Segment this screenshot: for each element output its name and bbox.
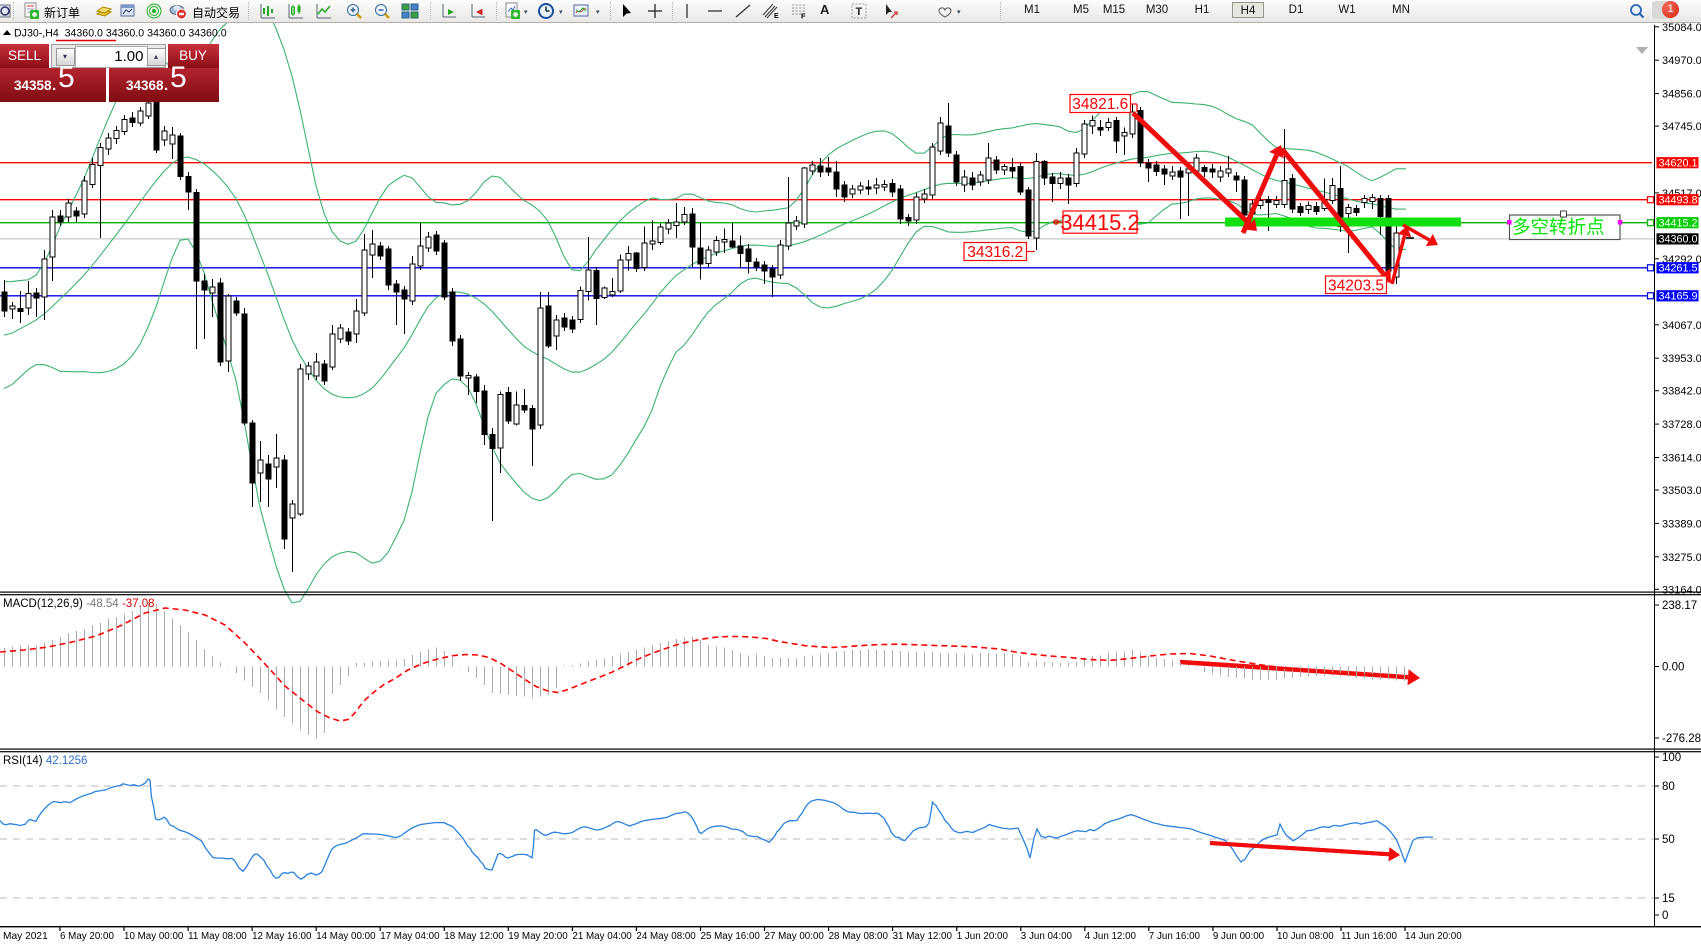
svg-text:E: E xyxy=(774,13,779,20)
svg-text:34316.2: 34316.2 xyxy=(967,244,1023,261)
svg-text:21 May 04:00: 21 May 04:00 xyxy=(572,931,632,942)
svg-text:0.00: 0.00 xyxy=(1662,662,1684,674)
svg-text:33275.0: 33275.0 xyxy=(1662,552,1701,564)
svg-text:19 May 20:00: 19 May 20:00 xyxy=(508,931,568,942)
svg-text:10 Jun 08:00: 10 Jun 08:00 xyxy=(1277,931,1334,942)
svg-text:25 May 16:00: 25 May 16:00 xyxy=(701,931,761,942)
svg-text:F: F xyxy=(801,12,806,21)
svg-text:15: 15 xyxy=(1662,893,1675,905)
svg-text:17 May 04:00: 17 May 04:00 xyxy=(380,931,440,942)
svg-text:34067.0: 34067.0 xyxy=(1662,320,1701,332)
svg-text:10 May 00:00: 10 May 00:00 xyxy=(124,931,184,942)
svg-text:24 May 08:00: 24 May 08:00 xyxy=(636,931,696,942)
svg-text:80: 80 xyxy=(1662,781,1675,793)
svg-text:May 2021: May 2021 xyxy=(3,931,48,942)
svg-text:多空转折点: 多空转折点 xyxy=(1512,217,1605,238)
svg-text:11 Jun 16:00: 11 Jun 16:00 xyxy=(1341,931,1397,942)
svg-text:-276.28: -276.28 xyxy=(1662,733,1701,745)
svg-text:238.17: 238.17 xyxy=(1662,600,1697,612)
svg-text:7 Jun 16:00: 7 Jun 16:00 xyxy=(1149,931,1201,942)
svg-text:34745.0: 34745.0 xyxy=(1662,121,1701,133)
svg-text:31 May 12:00: 31 May 12:00 xyxy=(893,931,953,942)
svg-text:14 May 00:00: 14 May 00:00 xyxy=(316,931,376,942)
svg-text:34203.5: 34203.5 xyxy=(1328,277,1384,294)
svg-text:34856.0: 34856.0 xyxy=(1662,89,1701,101)
svg-text:34261.5: 34261.5 xyxy=(1659,263,1698,275)
svg-text:35084.0: 35084.0 xyxy=(1662,22,1701,34)
svg-text:33953.0: 33953.0 xyxy=(1662,353,1701,365)
svg-text:34493.8: 34493.8 xyxy=(1659,195,1698,207)
svg-text:18 May 12:00: 18 May 12:00 xyxy=(444,931,504,942)
svg-text:1 Jun 20:00: 1 Jun 20:00 xyxy=(957,931,1009,942)
svg-text:33728.0: 33728.0 xyxy=(1662,419,1701,431)
svg-text:MACD(12,26,9) -48.54 -37.08: MACD(12,26,9) -48.54 -37.08 xyxy=(3,598,155,610)
svg-text:RSI(14) 42.1256: RSI(14) 42.1256 xyxy=(3,755,87,767)
svg-text:100: 100 xyxy=(1662,752,1681,764)
svg-text:34415.2: 34415.2 xyxy=(1659,218,1698,230)
svg-text:0: 0 xyxy=(1662,910,1668,922)
svg-text:33614.0: 33614.0 xyxy=(1662,453,1701,465)
svg-text:27 May 00:00: 27 May 00:00 xyxy=(765,931,825,942)
svg-text:3 Jun 04:00: 3 Jun 04:00 xyxy=(1021,931,1073,942)
svg-text:33164.0: 33164.0 xyxy=(1662,584,1701,596)
svg-text:34360.0: 34360.0 xyxy=(1659,234,1698,246)
svg-text:50: 50 xyxy=(1662,834,1675,846)
svg-text:34415.2: 34415.2 xyxy=(1060,210,1140,235)
svg-text:34970.0: 34970.0 xyxy=(1662,55,1701,67)
svg-text:33389.0: 33389.0 xyxy=(1662,518,1701,530)
svg-text:33842.0: 33842.0 xyxy=(1662,386,1701,398)
svg-text:11 May 08:00: 11 May 08:00 xyxy=(188,931,247,942)
svg-text:12 May 16:00: 12 May 16:00 xyxy=(252,931,312,942)
svg-text:DJ30-,H4 34360.0 34360.0 3436: DJ30-,H4 34360.0 34360.0 34360.0 34360.0 xyxy=(14,28,227,40)
svg-text:4 Jun 12:00: 4 Jun 12:00 xyxy=(1085,931,1137,942)
svg-text:9 Jun 00:00: 9 Jun 00:00 xyxy=(1213,931,1265,942)
svg-text:33503.0: 33503.0 xyxy=(1662,485,1701,497)
svg-text:34821.6: 34821.6 xyxy=(1072,96,1128,113)
svg-text:6 May 20:00: 6 May 20:00 xyxy=(60,931,114,942)
svg-text:T: T xyxy=(856,6,863,18)
svg-text:14 Jun 20:00: 14 Jun 20:00 xyxy=(1405,931,1462,942)
svg-text:34165.9: 34165.9 xyxy=(1659,291,1698,303)
svg-text:34620.1: 34620.1 xyxy=(1659,158,1698,170)
svg-text:28 May 08:00: 28 May 08:00 xyxy=(829,931,889,942)
